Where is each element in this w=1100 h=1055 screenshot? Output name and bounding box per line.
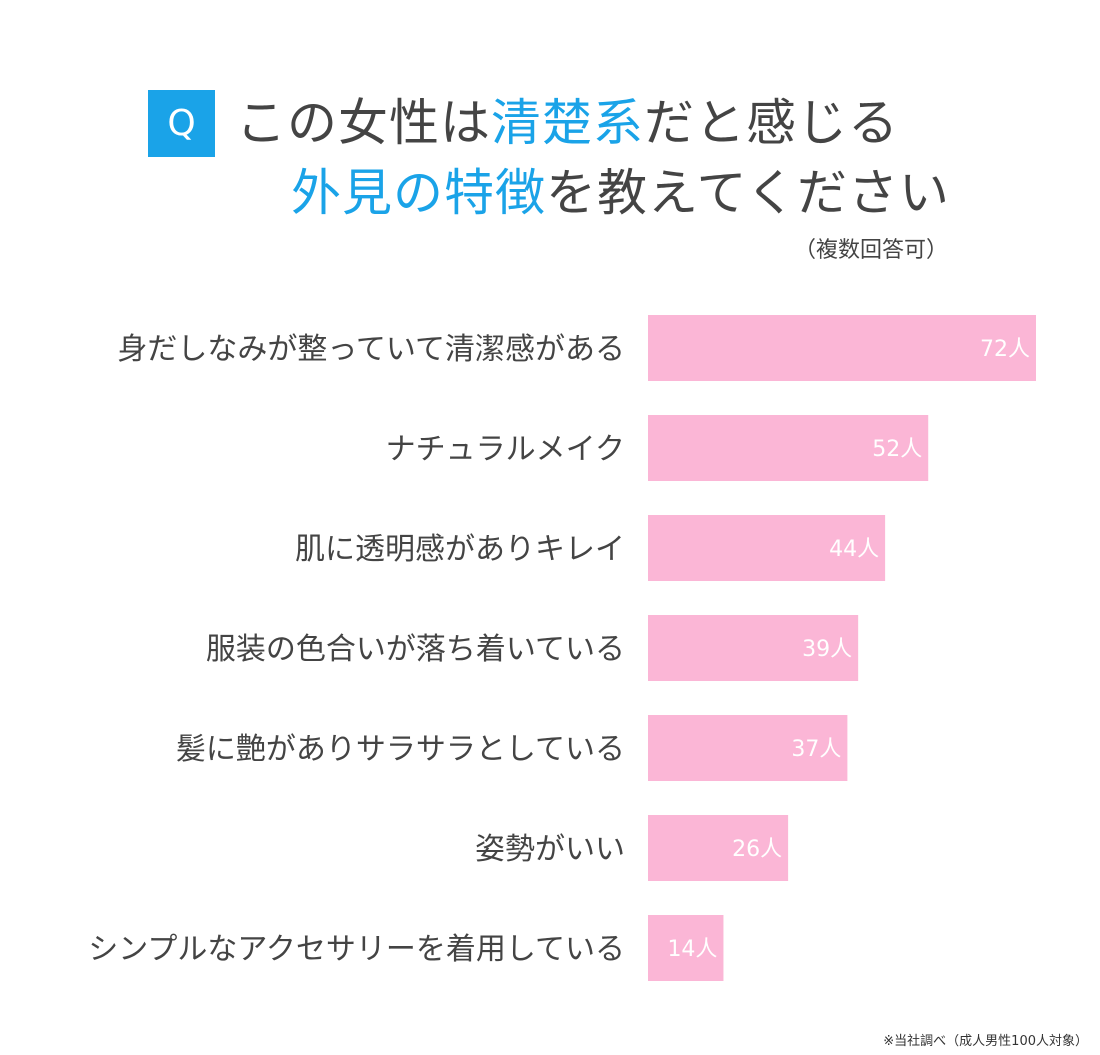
category-label: 肌に透明感がありキレイ: [295, 532, 625, 567]
category-label: 姿勢がいい: [475, 832, 625, 867]
q-badge: Q: [148, 90, 215, 157]
bar: [648, 415, 929, 481]
category-label: 服装の色合いが落ち着いている: [206, 632, 625, 667]
title-line-2: 外見の特徴を教えてください: [291, 168, 950, 218]
title-segment: だと感じる: [644, 94, 899, 152]
bar: [648, 515, 886, 581]
title-line-1: この女性は清楚系だと感じる: [236, 98, 899, 148]
category-label: ナチュラルメイク: [386, 432, 625, 467]
category-label: 髪に艶がありサラサラとしている: [176, 732, 625, 767]
bar: [648, 715, 848, 781]
title-segment: 外見の特徴: [291, 164, 546, 222]
data-label: 39人: [802, 637, 852, 662]
data-label: 26人: [732, 837, 782, 862]
bar: [648, 615, 859, 681]
title-segment: を教えてください: [546, 164, 950, 222]
title-segment: この女性は: [236, 94, 491, 152]
data-label: 52人: [872, 437, 922, 462]
data-label: 14人: [667, 937, 717, 962]
bar: [648, 815, 789, 881]
multiple-answer-note: （複数回答可）: [793, 238, 948, 263]
data-label: 44人: [829, 537, 879, 562]
bar: [648, 915, 724, 981]
category-label: シンプルなアクセサリーを着用している: [88, 932, 625, 967]
source-note: ※当社調べ（成人男性100人対象）: [883, 1034, 1088, 1049]
bar: [648, 315, 1036, 381]
category-label: 身だしなみが整っていて清潔感がある: [117, 332, 625, 367]
data-label: 72人: [980, 337, 1030, 362]
data-label: 37人: [791, 737, 841, 762]
title-segment: 清楚系: [491, 94, 644, 152]
